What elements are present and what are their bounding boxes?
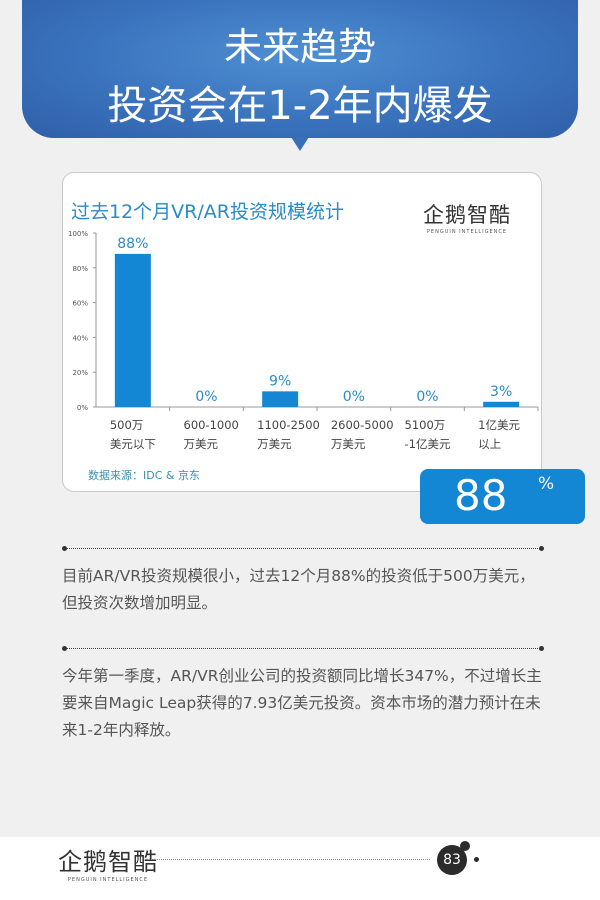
chart-title: 过去12个月VR/AR投资规模统计: [71, 201, 344, 223]
divider: [62, 546, 544, 551]
y-tick-label: 60%: [72, 300, 88, 308]
header-banner: [22, 0, 578, 138]
x-tick-label: 万美元: [257, 437, 292, 451]
page-title: 未来趋势: [223, 25, 376, 69]
logo-subtext: PENGUIN INTELLIGENCE: [67, 877, 149, 883]
footer-line: [148, 859, 430, 860]
data-label: 3%: [490, 384, 512, 400]
bar: [483, 401, 520, 407]
page-subtitle: 投资会在1-2年内爆发: [107, 83, 493, 129]
data-label: 88%: [117, 236, 148, 252]
bar: [262, 391, 299, 407]
x-tick-label: 2600-5000: [331, 418, 394, 432]
highlight-unit: %: [538, 474, 555, 494]
x-tick-label: -1亿美元: [405, 437, 451, 451]
y-tick-label: 40%: [72, 334, 88, 342]
x-tick-label: 美元以下: [110, 437, 156, 451]
highlight-stat: 88 %: [420, 469, 585, 524]
logo-text: 企鹅智酷: [423, 203, 511, 227]
logo-subtext: PENGUIN INTELLIGENCE: [426, 229, 508, 235]
x-tick-label: 5100万: [405, 418, 446, 432]
x-tick-label: 以上: [478, 437, 501, 451]
paragraph-1: 目前AR/VR投资规模很小，过去12个月88%的投资低于500万美元，但投资次数…: [62, 567, 535, 612]
bar: [114, 253, 151, 407]
y-tick-label: 100%: [68, 230, 88, 238]
decor-dot: [474, 857, 479, 862]
y-tick-label: 20%: [72, 369, 88, 377]
divider: [62, 646, 544, 651]
x-tick-label: 1亿美元: [478, 418, 520, 432]
footer: 企鹅智酷 PENGUIN INTELLIGENCE 83: [0, 837, 600, 900]
data-label: 0%: [343, 389, 365, 405]
footer-logo: 企鹅智酷 PENGUIN INTELLIGENCE: [58, 842, 158, 883]
x-tick-label: 万美元: [184, 437, 219, 451]
logo-text: 企鹅智酷: [58, 848, 158, 876]
x-tick-label: 600-1000: [184, 418, 239, 432]
chart-card: 过去12个月VR/AR投资规模统计 企鹅智酷 PENGUIN INTELLIGE…: [62, 172, 542, 492]
decor-dot: [460, 841, 470, 851]
y-tick-label: 80%: [72, 265, 88, 273]
x-tick-label: 万美元: [331, 437, 366, 451]
y-tick-label: 0%: [77, 404, 88, 412]
data-source: 数据来源：IDC & 京东: [88, 469, 200, 482]
data-label: 0%: [195, 389, 217, 405]
highlight-value: 88: [454, 471, 508, 520]
data-label: 0%: [416, 389, 438, 405]
x-tick-label: 1100-2500: [257, 418, 320, 432]
paragraph-2: 今年第一季度，AR/VR创业公司的投资额同比增长347%，不过增长主要来自Mag…: [62, 667, 542, 739]
data-label: 9%: [269, 373, 291, 389]
banner-pointer: [291, 137, 309, 151]
x-tick-label: 500万: [110, 418, 143, 432]
chart-logo: 企鹅智酷 PENGUIN INTELLIGENCE: [423, 199, 511, 235]
